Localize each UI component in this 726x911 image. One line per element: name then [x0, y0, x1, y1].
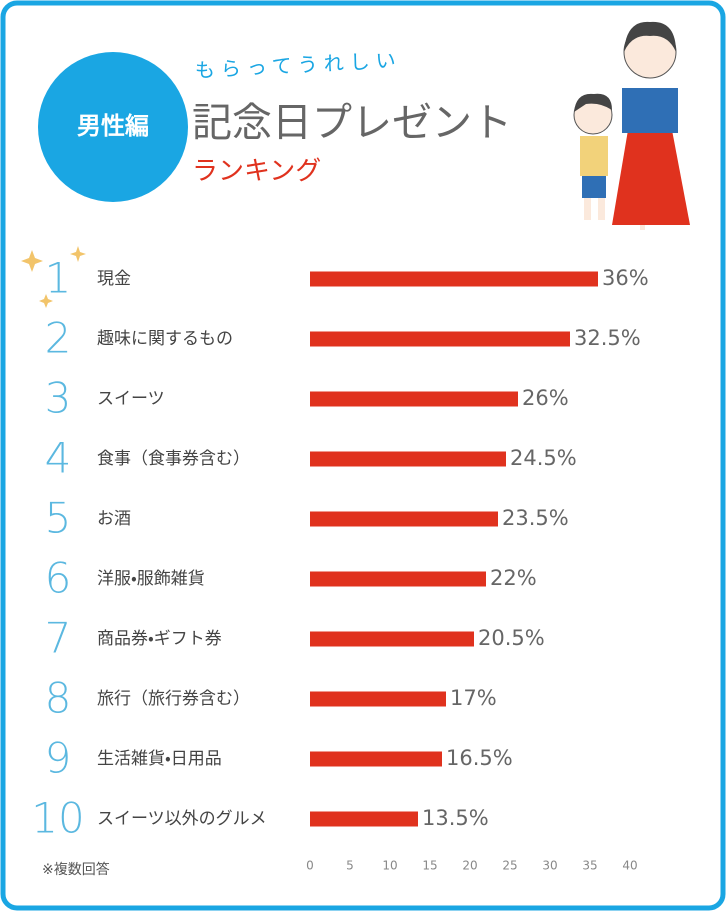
rank: 7: [45, 614, 72, 663]
x-tick-label: 15: [422, 859, 437, 873]
rank: 1: [45, 254, 72, 303]
rank: 8: [45, 674, 72, 723]
bar: [310, 331, 570, 347]
x-tick-label: 30: [542, 859, 557, 873]
bar: [310, 511, 498, 527]
note: ※複数回答: [42, 861, 110, 878]
rank: 6: [45, 554, 72, 603]
bar: [310, 271, 598, 287]
value-label: 17%: [450, 686, 497, 710]
bar: [310, 691, 446, 707]
rank: 4: [45, 434, 72, 483]
rank: 5: [45, 494, 72, 543]
category-label: 現金: [97, 269, 131, 289]
category-label: スイーツ: [97, 389, 165, 409]
bar: [310, 631, 474, 647]
category-label: 洋服・服飾雑貨: [97, 569, 205, 589]
category-label: 食事（食事券含む）: [97, 449, 250, 469]
value-label: 22%: [490, 566, 537, 590]
value-label: 24.5%: [510, 446, 577, 470]
bar: [310, 571, 486, 587]
category-label: 生活雑貨・日用品: [97, 749, 222, 769]
x-tick-label: 25: [502, 859, 517, 873]
x-tick-label: 40: [622, 859, 637, 873]
value-label: 23.5%: [502, 506, 569, 530]
x-tick-label: 10: [382, 859, 397, 873]
category-label: スイーツ以外のグルメ: [97, 809, 267, 829]
value-label: 16.5%: [446, 746, 513, 770]
value-label: 13.5%: [422, 806, 489, 830]
rank: 10: [31, 794, 84, 843]
rank: 9: [45, 734, 72, 783]
category-label: 旅行（旅行券含む）: [97, 689, 250, 709]
x-tick-label: 20: [462, 859, 477, 873]
value-label: 26%: [522, 386, 569, 410]
title: 記念日プレゼント: [192, 100, 512, 146]
category-label: 趣味に関するもの: [97, 329, 233, 349]
badge-circle: [38, 52, 188, 202]
x-tick-label: 0: [306, 859, 314, 873]
bar: [310, 391, 518, 407]
rank: 2: [45, 314, 72, 363]
value-label: 32.5%: [574, 326, 641, 350]
x-tick-label: 35: [582, 859, 597, 873]
bar: [310, 751, 442, 767]
category-label: 商品券・ギフト券: [97, 629, 222, 649]
badge: 男性編: [77, 112, 149, 140]
x-tick-label: 5: [346, 859, 354, 873]
bar: [310, 451, 506, 467]
category-label: お酒: [97, 509, 131, 529]
bar: [310, 811, 418, 827]
value-label: 36%: [602, 266, 649, 290]
illustration: [573, 21, 690, 230]
heading: ランキング: [192, 157, 321, 187]
sparkles: [21, 246, 86, 308]
rank: 3: [45, 374, 72, 423]
value-label: 20.5%: [478, 626, 545, 650]
